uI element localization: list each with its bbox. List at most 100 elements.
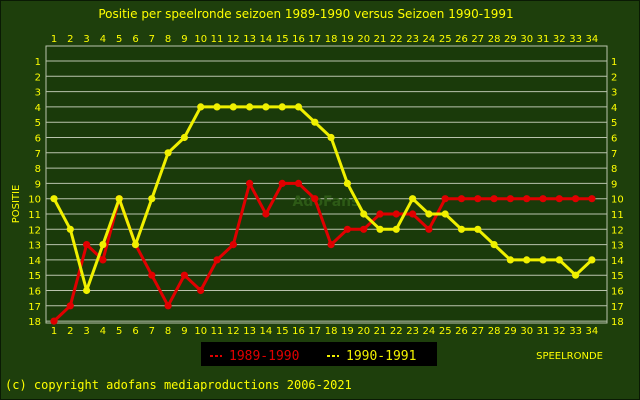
point-1989-1990-13 [246,179,254,187]
point-1989-1990-1 [50,317,58,325]
y-tick-left-5: 5 [35,118,41,129]
point-1989-1990-22 [392,210,400,218]
point-1989-1990-26 [457,195,466,203]
point-1990-1991-13 [246,103,254,111]
point-1989-1990-20 [360,225,368,233]
x-tick-bottom-1: 1 [51,326,57,337]
point-1990-1991-25 [441,210,449,218]
tick-layer: 1122334455667788991010111112121313141415… [28,34,623,337]
point-1989-1990-14 [262,210,270,218]
point-1989-1990-8 [164,302,172,310]
x-tick-bottom-19: 19 [341,326,354,337]
x-tick-top-13: 13 [243,34,256,45]
point-1990-1991-17 [311,118,319,126]
x-tick-bottom-31: 31 [537,326,550,337]
x-tick-top-1: 1 [51,34,57,45]
point-1990-1991-1 [50,195,58,203]
point-1990-1991-34 [588,256,596,264]
x-tick-top-22: 22 [390,34,403,45]
x-tick-top-23: 23 [406,34,419,45]
x-tick-top-27: 27 [471,34,484,45]
point-1989-1990-30 [523,195,531,203]
point-1989-1990-15 [278,179,286,187]
point-1990-1991-15 [278,103,286,111]
y-tick-right-1: 1 [611,57,617,68]
point-1990-1991-20 [360,210,368,218]
series-layer [50,103,596,325]
point-1989-1990-24 [425,225,433,233]
y-tick-left-4: 4 [35,103,41,114]
point-1990-1991-33 [572,271,580,279]
x-tick-top-14: 14 [260,34,273,45]
x-tick-bottom-27: 27 [471,326,484,337]
point-1990-1991-7 [148,195,156,203]
x-tick-top-4: 4 [100,34,106,45]
point-1990-1991-30 [523,256,531,264]
legend-entry-1990: 1990-1991 [327,349,416,364]
x-tick-top-10: 10 [194,34,207,45]
y-tick-left-1: 1 [35,57,41,68]
x-tick-bottom-17: 17 [308,326,321,337]
y-tick-right-8: 8 [611,164,617,175]
point-1989-1990-28 [490,195,498,203]
x-tick-top-32: 32 [553,34,566,45]
y-tick-left-18: 18 [28,317,41,328]
x-tick-bottom-14: 14 [260,326,273,337]
x-tick-top-16: 16 [292,34,305,45]
x-tick-top-18: 18 [325,34,338,45]
x-tick-bottom-7: 7 [149,326,155,337]
point-1989-1990-31 [539,195,547,203]
y-tick-right-13: 13 [611,241,624,252]
y-tick-right-4: 4 [611,103,617,114]
x-tick-bottom-30: 30 [520,326,533,337]
y-tick-right-16: 16 [611,287,624,298]
x-tick-bottom-33: 33 [569,326,582,337]
x-tick-top-28: 28 [488,34,501,45]
point-1989-1990-3 [83,241,91,249]
point-1990-1991-11 [213,103,221,111]
y-tick-left-7: 7 [35,149,41,160]
legend-label-1990: 1990-1991 [346,349,416,364]
x-tick-top-5: 5 [116,34,122,45]
x-tick-bottom-28: 28 [488,326,501,337]
point-1990-1991-19 [343,179,351,187]
watermark: AdoFans [293,194,360,210]
y-tick-left-17: 17 [28,302,41,313]
y-tick-right-14: 14 [611,256,624,267]
x-tick-bottom-2: 2 [67,326,73,337]
x-tick-top-21: 21 [374,34,387,45]
x-tick-bottom-29: 29 [504,326,517,337]
x-tick-bottom-24: 24 [423,326,436,337]
x-tick-top-6: 6 [132,34,138,45]
y-tick-left-14: 14 [28,256,41,267]
x-tick-bottom-15: 15 [276,326,289,337]
point-1989-1990-29 [506,195,514,203]
x-tick-bottom-13: 13 [243,326,256,337]
point-1990-1991-28 [490,241,498,249]
point-1989-1990-9 [180,271,188,279]
point-1989-1990-23 [409,210,417,218]
x-axis-label: SPEELRONDE [536,351,603,362]
point-1990-1991-10 [197,103,205,111]
x-tick-bottom-12: 12 [227,326,240,337]
point-1990-1991-8 [164,149,172,157]
point-1989-1990-17 [311,195,319,203]
y-tick-right-12: 12 [611,225,624,236]
x-tick-bottom-16: 16 [292,326,305,337]
point-1989-1990-33 [572,195,580,203]
x-tick-bottom-5: 5 [116,326,122,337]
point-1990-1991-27 [474,225,482,233]
point-1989-1990-11 [213,256,221,264]
x-tick-top-33: 33 [569,34,582,45]
point-1990-1991-21 [376,225,384,233]
y-tick-left-2: 2 [35,72,41,83]
x-tick-bottom-23: 23 [406,326,419,337]
point-1989-1990-12 [229,241,237,249]
point-1989-1990-4 [99,256,107,264]
chart-title: Positie per speelronde seizoen 1989-1990… [98,7,513,21]
y-tick-right-9: 9 [611,179,617,190]
x-tick-top-31: 31 [537,34,550,45]
point-1990-1991-23 [409,195,417,203]
y-tick-right-2: 2 [611,72,617,83]
